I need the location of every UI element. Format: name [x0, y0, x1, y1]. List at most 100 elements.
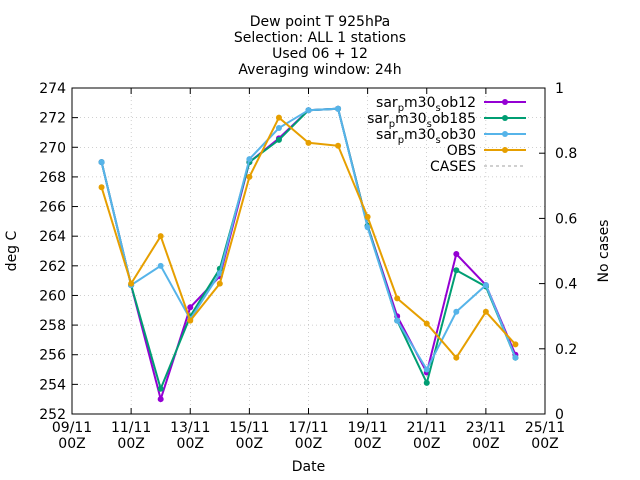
y-axis-label: deg C — [4, 230, 20, 271]
legend-label-part: m30 — [404, 127, 435, 143]
data-point — [482, 308, 489, 315]
x-tick-label: 00Z — [413, 436, 440, 452]
data-point — [128, 280, 135, 287]
y-tick-label: 252 — [39, 407, 66, 423]
y-tick-label: 262 — [39, 259, 66, 275]
legend-marker — [502, 99, 508, 105]
x-tick-label: 00Z — [58, 436, 85, 452]
y2-axis-label: No cases — [596, 220, 612, 283]
data-point — [157, 385, 164, 392]
legend-label-part: p — [398, 135, 404, 146]
data-point — [453, 250, 460, 257]
legend-label-part: sar — [376, 127, 398, 143]
y-tick-label: 266 — [39, 200, 66, 216]
legend-marker — [502, 115, 508, 121]
x-tick-label: 00Z — [295, 436, 322, 452]
legend-label: sarpm30sob185 — [367, 111, 476, 130]
y-tick-label: 264 — [39, 229, 66, 245]
data-point — [275, 114, 282, 121]
x-axis-label: Date — [292, 459, 325, 475]
data-point — [335, 105, 342, 112]
data-point — [305, 107, 312, 114]
x-tick-label: 00Z — [531, 436, 558, 452]
data-point — [364, 224, 371, 231]
x-tick-label: 00Z — [177, 436, 204, 452]
y2-tick-label: 0 — [555, 407, 564, 423]
data-point — [305, 139, 312, 146]
data-point — [453, 308, 460, 315]
y2-tick-label: 0.4 — [555, 277, 577, 293]
x-tick-label: 11/11 — [111, 420, 151, 436]
x-axis-ticks: 09/1100Z11/1100Z13/1100Z15/1100Z17/1100Z… — [52, 88, 565, 452]
legend-label-part: s — [436, 135, 441, 146]
legend-label-part: m30 — [395, 111, 426, 127]
data-point — [364, 213, 371, 220]
data-point — [187, 317, 194, 324]
y-tick-label: 260 — [39, 288, 66, 304]
legend: sarpm30sob12sarpm30sob185sarpm30sob30OBS… — [367, 95, 526, 175]
y2-tick-label: 1 — [555, 81, 564, 97]
data-point — [275, 136, 282, 143]
legend-label-part: sar — [376, 95, 398, 111]
legend-marker — [502, 131, 508, 137]
data-point — [394, 317, 401, 324]
x-tick-label: 00Z — [354, 436, 381, 452]
x-tick-label: 23/11 — [466, 420, 506, 436]
x-tick-label: 19/11 — [347, 420, 387, 436]
data-point — [512, 341, 519, 348]
data-point — [335, 142, 342, 149]
data-point — [216, 280, 223, 287]
x-tick-label: 09/11 — [52, 420, 92, 436]
legend-label-part: p — [398, 103, 404, 114]
legend-label-part: sar — [367, 111, 389, 127]
legend-label-part: ob12 — [441, 95, 476, 111]
y-axis-ticks: 252 254 256 258 260 262 264 266 268 270 272 274 — [39, 81, 78, 423]
data-point — [423, 366, 430, 373]
x-tick-label: 21/11 — [407, 420, 447, 436]
legend-label-part: m30 — [404, 95, 435, 111]
legend-label-part: p — [389, 119, 395, 130]
data-point — [246, 173, 253, 180]
y-tick-label: 268 — [39, 170, 66, 186]
legend-label-part: ob30 — [441, 127, 476, 143]
series-lines — [98, 105, 519, 403]
x-tick-label: 13/11 — [170, 420, 210, 436]
legend-label: OBS — [447, 143, 476, 159]
data-point — [394, 295, 401, 302]
y2-tick-label: 0.2 — [555, 342, 577, 358]
data-point — [275, 125, 282, 132]
y-tick-label: 256 — [39, 348, 66, 364]
y2-tick-label: 0.8 — [555, 146, 577, 162]
data-point — [512, 354, 519, 361]
y2-axis-ticks: 0 0.2 0.4 0.6 0.8 1 — [539, 81, 577, 423]
legend-label-part: ob185 — [432, 111, 476, 127]
legend-label-part: CASES — [430, 159, 476, 175]
data-point — [187, 304, 194, 311]
legend-label-part: OBS — [447, 143, 476, 159]
x-tick-label: 00Z — [117, 436, 144, 452]
data-point — [246, 156, 253, 163]
legend-label-part: s — [427, 119, 432, 130]
x-tick-label: 00Z — [472, 436, 499, 452]
x-tick-label: 15/11 — [229, 420, 269, 436]
data-point — [423, 320, 430, 327]
y-tick-label: 272 — [39, 111, 66, 127]
grid — [72, 88, 545, 414]
title-line: Dew point T 925hPa — [250, 14, 390, 30]
legend-label: CASES — [430, 159, 476, 175]
data-point — [157, 396, 164, 403]
y2-tick-label: 0.6 — [555, 211, 577, 227]
data-point — [482, 282, 489, 289]
x-tick-label: 17/11 — [288, 420, 328, 436]
data-point — [157, 233, 164, 240]
legend-marker — [502, 147, 508, 153]
y-tick-label: 270 — [39, 140, 66, 156]
data-point — [98, 159, 105, 166]
x-tick-label: 25/11 — [525, 420, 565, 436]
data-point — [423, 379, 430, 386]
title-line: Averaging window: 24h — [238, 62, 401, 78]
title-line: Selection: ALL 1 stations — [234, 30, 406, 46]
legend-label: sarpm30sob12 — [376, 95, 476, 114]
